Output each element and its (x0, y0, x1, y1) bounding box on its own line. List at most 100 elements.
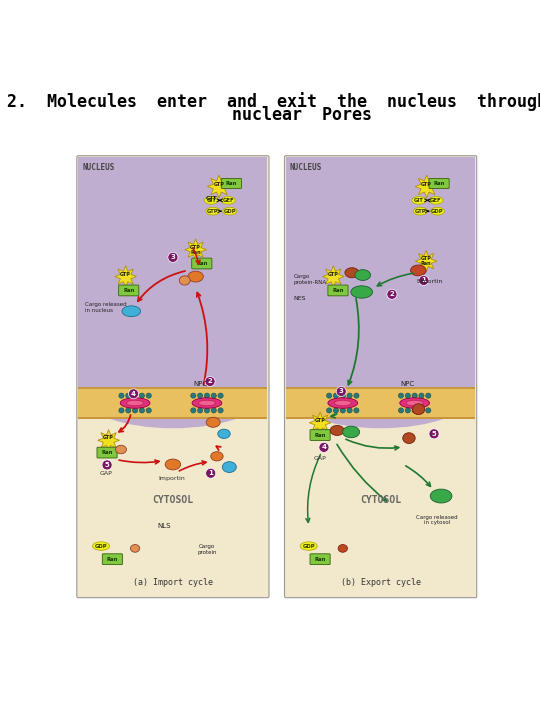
Text: CYTOSOL: CYTOSOL (152, 495, 193, 505)
Ellipse shape (206, 207, 220, 215)
Circle shape (146, 408, 151, 413)
Circle shape (399, 393, 403, 398)
Ellipse shape (410, 265, 426, 276)
Ellipse shape (131, 544, 140, 552)
FancyBboxPatch shape (77, 156, 269, 598)
Text: Ran: Ran (421, 261, 431, 266)
Circle shape (211, 393, 217, 398)
Text: Importin: Importin (158, 476, 185, 481)
FancyBboxPatch shape (221, 179, 241, 189)
Bar (78, 389, 267, 417)
FancyBboxPatch shape (310, 430, 330, 441)
Circle shape (205, 377, 215, 387)
Text: GTP: GTP (315, 418, 326, 423)
Ellipse shape (345, 268, 359, 278)
Circle shape (198, 393, 202, 398)
Ellipse shape (165, 459, 181, 470)
Circle shape (347, 393, 352, 398)
Text: GIT: GIT (206, 198, 216, 203)
Circle shape (347, 408, 352, 413)
Circle shape (168, 252, 178, 262)
Text: GIT: GIT (414, 198, 424, 203)
Text: GTP: GTP (328, 271, 339, 276)
Text: 3: 3 (171, 254, 176, 261)
Text: NPC: NPC (401, 381, 415, 387)
Circle shape (204, 408, 210, 413)
Circle shape (336, 387, 346, 397)
Circle shape (126, 408, 131, 413)
Ellipse shape (80, 358, 266, 428)
Circle shape (198, 408, 202, 413)
Text: Ran: Ran (314, 557, 326, 562)
Circle shape (191, 393, 196, 398)
Ellipse shape (206, 418, 220, 427)
Text: 3: 3 (339, 389, 343, 395)
Text: Cargo
protein-RNA: Cargo protein-RNA (294, 274, 327, 285)
Text: GEF: GEF (430, 198, 442, 203)
Bar (78, 387, 267, 420)
Text: GIT: GIT (205, 197, 217, 202)
Text: Ran: Ran (196, 261, 207, 266)
Text: GTP: GTP (103, 436, 114, 441)
Ellipse shape (223, 207, 237, 215)
Circle shape (327, 393, 332, 398)
Circle shape (419, 408, 424, 413)
Text: GDP: GDP (224, 209, 236, 214)
Circle shape (354, 393, 359, 398)
Text: NUCLEUS: NUCLEUS (290, 163, 322, 172)
Ellipse shape (116, 445, 126, 454)
Circle shape (218, 408, 223, 413)
Text: NUCLEUS: NUCLEUS (82, 163, 114, 172)
Text: GAP: GAP (99, 471, 112, 476)
Ellipse shape (342, 426, 360, 438)
Circle shape (191, 408, 196, 413)
Circle shape (126, 393, 131, 398)
Text: Ran: Ran (123, 288, 134, 293)
Circle shape (132, 393, 138, 398)
Circle shape (340, 408, 346, 413)
Circle shape (333, 408, 339, 413)
Text: GDP: GDP (94, 544, 107, 549)
Text: 2: 2 (389, 292, 394, 297)
Ellipse shape (198, 400, 215, 406)
Circle shape (333, 393, 339, 398)
Text: (a) Import cycle: (a) Import cycle (133, 577, 213, 587)
Circle shape (419, 393, 424, 398)
Circle shape (405, 408, 410, 413)
Text: NPC: NPC (193, 381, 207, 387)
FancyBboxPatch shape (310, 554, 330, 564)
Ellipse shape (400, 397, 429, 408)
Bar (286, 389, 475, 417)
Text: NES: NES (294, 297, 306, 302)
Text: Cargo released
in cytosol: Cargo released in cytosol (416, 515, 458, 526)
Text: 2.  Molecules  enter  and  exit  the  nucleus  through: 2. Molecules enter and exit the nucleus … (6, 92, 540, 112)
Ellipse shape (414, 207, 428, 215)
Bar (286, 157, 475, 393)
Circle shape (119, 393, 124, 398)
FancyBboxPatch shape (97, 447, 117, 458)
Text: CYTOSOL: CYTOSOL (360, 495, 401, 505)
Text: 1: 1 (421, 277, 426, 284)
Ellipse shape (355, 270, 370, 280)
Text: Ran: Ran (434, 181, 445, 186)
Ellipse shape (211, 451, 223, 461)
Circle shape (426, 393, 431, 398)
Text: 2: 2 (208, 379, 212, 384)
Text: 1: 1 (208, 470, 213, 476)
Ellipse shape (188, 271, 204, 282)
Text: nuclear  Pores: nuclear Pores (182, 106, 372, 124)
Ellipse shape (288, 358, 473, 428)
Text: GTP: GTP (421, 181, 432, 186)
Circle shape (418, 276, 429, 285)
Ellipse shape (92, 542, 110, 550)
Ellipse shape (351, 286, 373, 298)
Ellipse shape (126, 400, 144, 406)
Circle shape (206, 468, 216, 478)
Circle shape (412, 393, 417, 398)
Polygon shape (98, 430, 119, 451)
Text: Ran: Ran (102, 450, 113, 455)
Circle shape (340, 393, 346, 398)
Text: Cargo
protein: Cargo protein (197, 544, 217, 554)
Ellipse shape (430, 207, 444, 215)
Circle shape (119, 408, 124, 413)
